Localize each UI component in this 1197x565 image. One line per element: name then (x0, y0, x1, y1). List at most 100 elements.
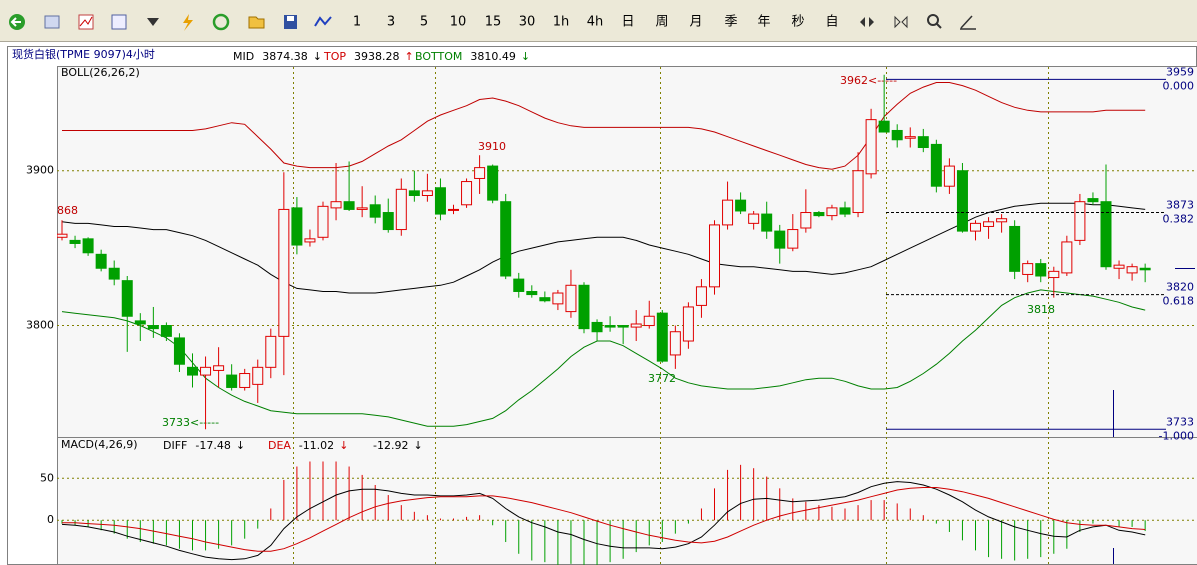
toolbar-button[interactable]: 30 (519, 15, 536, 30)
annotation: 3733<----- (162, 416, 219, 429)
readout-label: DEA (268, 439, 291, 452)
candle-body (57, 233, 68, 238)
candle-body (904, 136, 916, 139)
candle-body (774, 230, 786, 249)
candle-body (852, 170, 864, 214)
zoom-out-icon[interactable] (894, 15, 908, 29)
candle-body (709, 224, 720, 288)
candle-icon[interactable] (111, 14, 127, 30)
candle-body (643, 315, 655, 327)
candle-body (565, 284, 577, 313)
fib-price: 3873 (1166, 199, 1194, 212)
candle-body (1139, 267, 1151, 271)
candle-body (695, 286, 707, 306)
toolbar-button[interactable]: 月 (689, 15, 702, 30)
indicator-line (61, 481, 1146, 561)
readout: -12.92 ↓ (373, 439, 423, 452)
candle-body (526, 290, 538, 296)
zoom-in-icon[interactable] (860, 17, 874, 27)
y-tick-label: 50 (40, 471, 54, 484)
readout: BOTTOM 3810.49 ↓ (415, 50, 530, 63)
readout-label: TOP (323, 50, 346, 63)
toolbar-button[interactable]: 日 (621, 15, 634, 30)
toolbar-button[interactable]: 季 (724, 15, 737, 30)
toolbar-buttons: 1 3 5 10 15 30 1h 4h 日 周 月 季 年 秒 自 (353, 15, 839, 30)
readout-arrow: ↓ (236, 439, 245, 452)
readout-label: BOTTOM (415, 50, 462, 63)
price-panel (57, 74, 1197, 430)
draw-icon[interactable] (960, 15, 976, 30)
readout-value: 3938.28 (354, 50, 400, 63)
candle-body (382, 212, 394, 231)
candle-body (513, 278, 525, 292)
candle-body (1035, 263, 1047, 277)
candle-body (552, 292, 564, 305)
candle-body (395, 188, 407, 231)
candle-body (213, 365, 225, 371)
readout: DIFF -17.48 ↓ (163, 439, 245, 452)
candle-body (617, 325, 629, 328)
toolbar-button[interactable]: 周 (655, 15, 668, 30)
readout-arrow: ↓ (413, 439, 422, 452)
candle-body (630, 323, 642, 328)
candle-body (95, 253, 107, 269)
fib-price: 3733 (1166, 415, 1194, 428)
candle-body (682, 306, 694, 342)
readout-arrow: ↓ (521, 50, 530, 63)
candle-body (1113, 264, 1125, 269)
candle-body (591, 321, 603, 333)
candle-body (1022, 263, 1034, 275)
indicator-line (61, 289, 1146, 427)
toolbar-button[interactable]: 4h (587, 15, 604, 30)
candle-body (226, 374, 238, 388)
candle-body (408, 190, 420, 196)
toolbar-button[interactable]: 1 (353, 15, 361, 30)
chart-title: 现货白银(TPME 9097)4小时 (12, 47, 155, 61)
candle-body (1100, 201, 1112, 268)
candle-body (461, 181, 473, 206)
candle-body (656, 312, 668, 362)
candle-body (134, 320, 146, 325)
table-icon[interactable] (44, 15, 60, 29)
toolbar-button[interactable]: 秒 (791, 15, 804, 30)
indicator-icon[interactable] (314, 16, 332, 27)
toolbar-button[interactable]: 年 (757, 15, 770, 30)
candle-body (813, 212, 825, 217)
toolbar-button[interactable]: 15 (485, 15, 502, 30)
toolbar-button[interactable]: 5 (420, 15, 428, 30)
toolbar-button[interactable]: 10 (450, 15, 467, 30)
annotation: 3772 (648, 372, 676, 385)
candle-body (265, 335, 277, 368)
candle-body (239, 373, 251, 388)
open-icon[interactable] (248, 16, 265, 29)
fib-price: 3820 (1166, 281, 1194, 294)
readout-label: DIFF (163, 439, 187, 452)
candle-body (735, 199, 747, 212)
candle-body (108, 267, 120, 280)
indicator-line (62, 487, 1146, 552)
candle-body (943, 165, 955, 187)
candle-body (878, 120, 890, 133)
candle-body (369, 204, 381, 218)
flash-icon[interactable] (183, 14, 193, 31)
candle-body (278, 208, 290, 337)
refresh-icon[interactable] (212, 13, 230, 31)
candle-body (917, 136, 929, 149)
candle-body (252, 366, 264, 385)
readout-value: -11.02 (299, 439, 334, 452)
toolbar-button[interactable]: 3 (387, 15, 395, 30)
candle-body (970, 222, 981, 232)
candle-body (956, 170, 968, 232)
candle-body (304, 238, 316, 243)
toolbar-button[interactable]: 1h (553, 15, 570, 30)
search-icon[interactable] (927, 14, 939, 26)
fib-price: 3959 (1166, 65, 1194, 78)
candle-body (539, 297, 551, 302)
candle-body (865, 119, 877, 175)
readout: DEA -11.02 ↓ (268, 439, 348, 452)
readout-arrow: ↓ (339, 439, 348, 452)
toolbar-button[interactable]: 自 (825, 15, 838, 30)
candle-body (343, 201, 355, 210)
dropdown-icon[interactable] (147, 18, 159, 26)
readout: MID 3874.38 ↓ (233, 50, 322, 63)
